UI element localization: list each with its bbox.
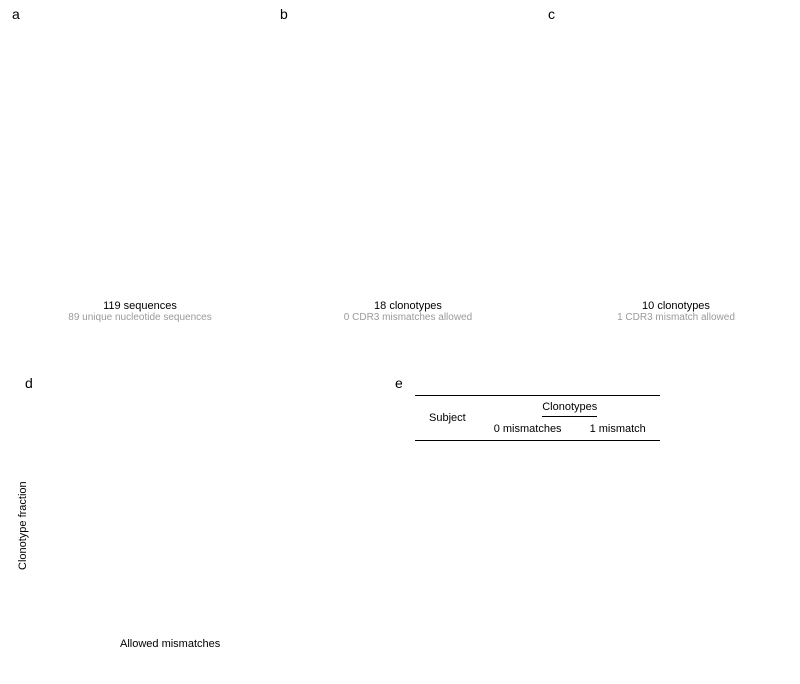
tree-b-caption-line2: 0 CDR3 mismatches allowed [293, 312, 523, 323]
tree-b-caption-line1: 18 clonotypes [293, 300, 523, 312]
scatter-xlabel: Allowed mismatches [120, 638, 220, 650]
tree-b-caption: 18 clonotypes 0 CDR3 mismatches allowed [293, 300, 523, 323]
phylo-tree-a [20, 20, 260, 340]
phylo-tree-c [556, 20, 796, 340]
scatter-ylabel: Clonotype fraction [17, 481, 29, 570]
clonotype-table: Subject Clonotypes 0 mismatches 1 mismat… [415, 395, 660, 441]
tree-a-caption-line2: 89 unique nucleotide sequences [25, 312, 255, 323]
tree-c-caption-line2: 1 CDR3 mismatch allowed [561, 312, 791, 323]
tree-a-caption-line1: 119 sequences [25, 300, 255, 312]
table-header-clonotypes: Clonotypes [480, 396, 660, 419]
tree-c-caption-line1: 10 clonotypes [561, 300, 791, 312]
panel-label-d: d [25, 375, 33, 391]
panel-label-a: a [12, 6, 20, 22]
tree-c-caption: 10 clonotypes 1 CDR3 mismatch allowed [561, 300, 791, 323]
table-header-col1: 0 mismatches [480, 418, 576, 441]
panel-label-e: e [395, 375, 403, 391]
tree-a-caption: 119 sequences 89 unique nucleotide seque… [25, 300, 255, 323]
panel-label-b: b [280, 6, 288, 22]
table-header-subject: Subject [415, 396, 480, 441]
panel-label-c: c [548, 6, 555, 22]
scatter-panel: Allowed mismatches Clonotype fraction [35, 400, 345, 660]
figure-root: a b c d e 119 sequences 89 unique nucleo… [0, 0, 800, 684]
scatter-plot [35, 400, 345, 660]
table: Subject Clonotypes 0 mismatches 1 mismat… [415, 395, 660, 441]
phylo-tree-b [288, 20, 528, 340]
table-header-col2: 1 mismatch [576, 418, 660, 441]
